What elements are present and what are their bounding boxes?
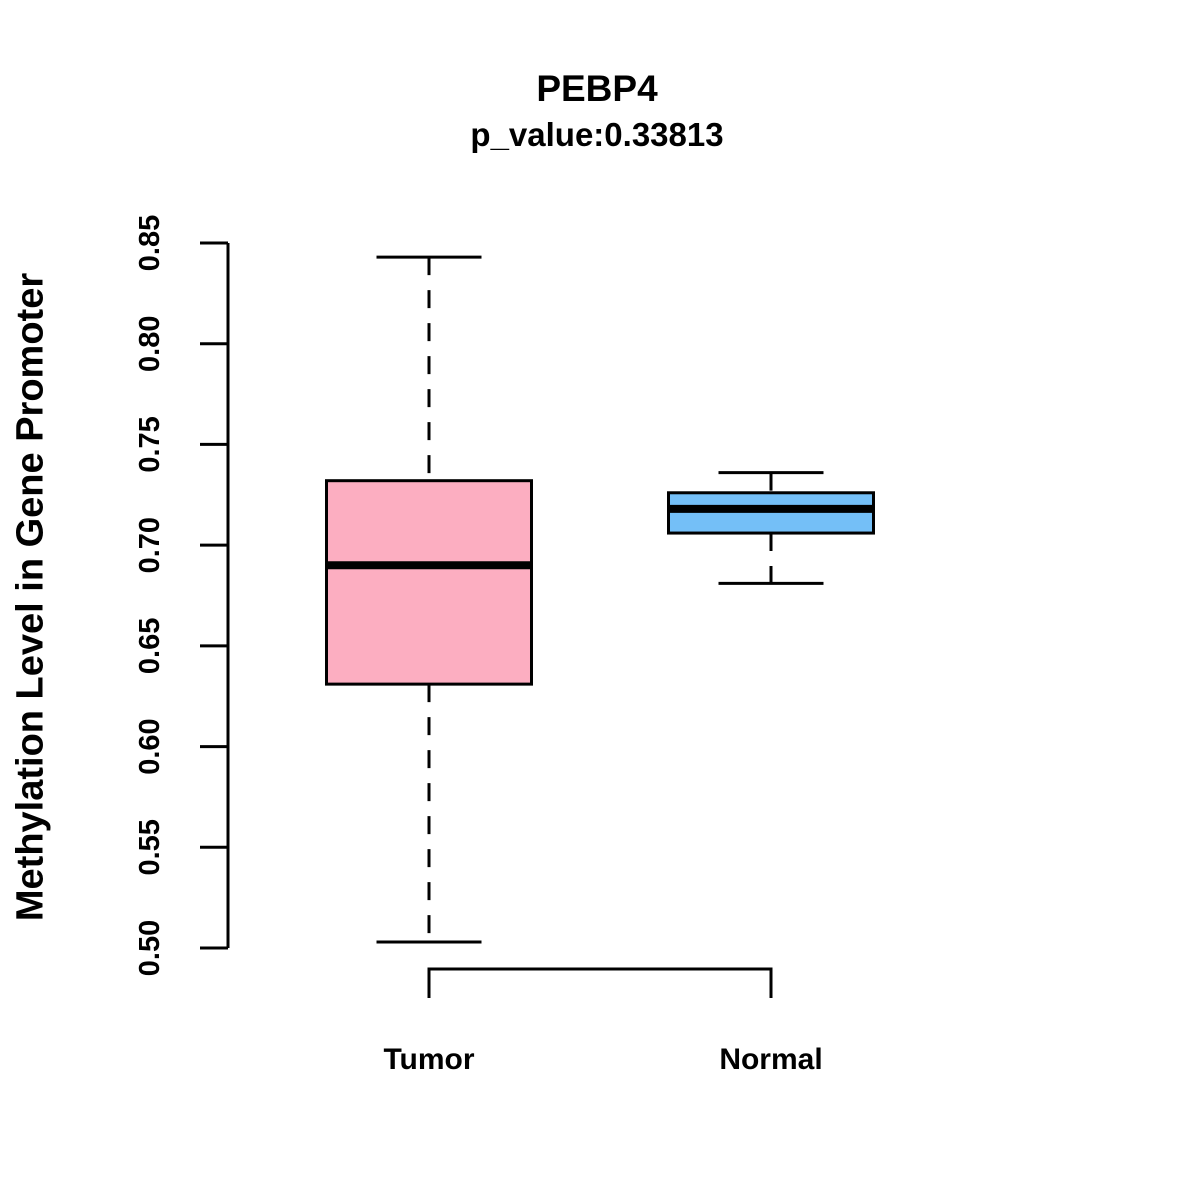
chart-title: PEBP4: [536, 68, 658, 109]
y-tick-label: 0.55: [134, 819, 166, 875]
y-tick-label: 0.75: [134, 416, 166, 472]
title-block: PEBP4 p_value:0.33813: [470, 66, 723, 159]
chart-subtitle-pvalue: p_value:0.33813: [470, 116, 724, 154]
y-tick-label: 0.60: [134, 718, 166, 774]
y-tick-label: 0.85: [134, 215, 166, 271]
x-axis-bracket: [427, 967, 773, 998]
category-label-tumor: Tumor: [383, 1043, 475, 1076]
y-tick-label: 0.70: [134, 517, 166, 573]
y-tick-label: 0.50: [134, 920, 166, 976]
box-tumor: [325, 479, 533, 686]
category-label-normal: Normal: [719, 1043, 823, 1076]
y-tick-label: 0.65: [134, 618, 166, 674]
box-normal: [667, 491, 875, 535]
y-tick-label: 0.80: [134, 315, 166, 371]
